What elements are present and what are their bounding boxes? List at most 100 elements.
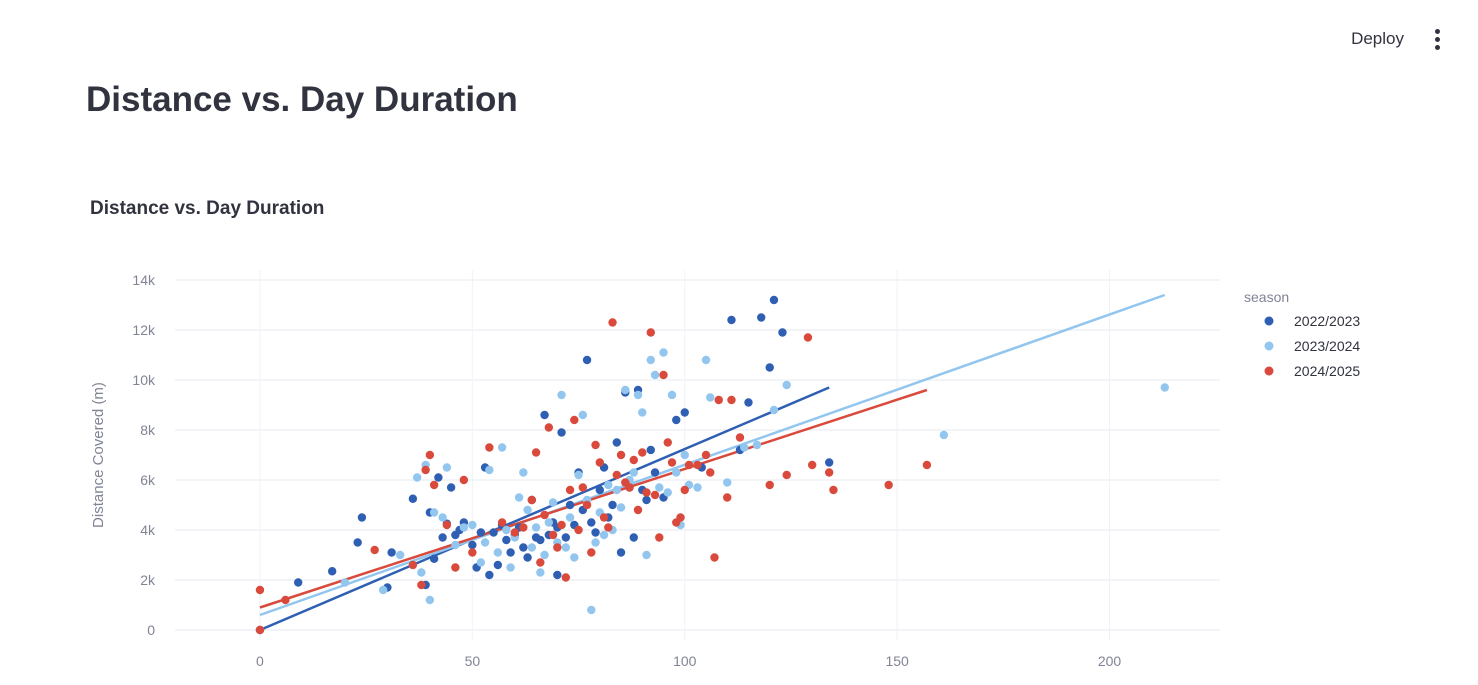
point-2024-2025: [429, 480, 439, 490]
y-tick-label: 4k: [140, 522, 156, 538]
point-2024-2025: [408, 560, 418, 570]
point-2023-2024: [659, 348, 668, 357]
point-2024-2025: [536, 558, 545, 567]
point-2023-2024: [591, 538, 600, 547]
point-2024-2025: [642, 488, 651, 497]
scatter-chart[interactable]: Distance vs. Day Duration 0 2k 4k 6k 8k 10k 12…: [0, 180, 1478, 680]
point-2024-2025: [417, 580, 426, 590]
point-2023-2024: [523, 505, 532, 515]
point-2023-2024: [536, 568, 545, 577]
y-tick-label: 12k: [132, 322, 156, 338]
point-2023-2024: [604, 480, 613, 490]
point-2024-2025: [451, 563, 460, 572]
point-2023-2024: [650, 370, 660, 380]
point-2023-2024: [667, 390, 677, 400]
trendline-2022-2023: [259, 386, 830, 632]
point-2022-2023: [519, 543, 528, 552]
menu-dot: [1434, 44, 1440, 50]
point-2022-2023: [557, 428, 566, 437]
point-2022-2023: [536, 535, 545, 545]
point-2023-2024: [663, 488, 672, 497]
point-2023-2024: [655, 483, 664, 492]
point-2023-2024: [519, 468, 528, 477]
point-2022-2023: [765, 363, 774, 372]
point-2024-2025: [714, 395, 723, 405]
point-2023-2024: [493, 548, 503, 557]
legend-entry: 2024/2025: [1294, 363, 1360, 379]
point-2022-2023: [357, 513, 367, 522]
point-2024-2025: [616, 450, 626, 460]
point-2023-2024: [506, 563, 515, 572]
point-2022-2023: [582, 355, 592, 365]
legend-marker: [1264, 366, 1274, 376]
point-2024-2025: [595, 458, 604, 467]
point-2022-2023: [523, 553, 532, 562]
point-2024-2025: [604, 523, 613, 532]
point-2024-2025: [544, 423, 554, 432]
point-2023-2024: [395, 550, 405, 560]
point-2022-2023: [650, 468, 660, 477]
y-tick-label: 0: [147, 622, 155, 638]
point-2023-2024: [442, 463, 452, 472]
point-2024-2025: [765, 480, 774, 490]
deploy-button[interactable]: Deploy: [1343, 24, 1412, 54]
point-2024-2025: [629, 455, 638, 465]
point-2022-2023: [595, 485, 604, 495]
legend-entry: 2023/2024: [1294, 338, 1360, 354]
point-2024-2025: [531, 448, 541, 457]
point-2022-2023: [769, 295, 779, 305]
menu-dot: [1434, 28, 1440, 34]
point-2023-2024: [612, 485, 621, 495]
point-2022-2023: [757, 313, 766, 322]
point-2023-2024: [527, 543, 537, 552]
point-2022-2023: [485, 570, 494, 580]
point-2023-2024: [557, 390, 566, 400]
point-2023-2024: [599, 530, 609, 540]
point-2022-2023: [434, 473, 443, 482]
point-2022-2023: [778, 328, 787, 337]
point-2024-2025: [701, 450, 711, 460]
point-2022-2023: [468, 540, 477, 550]
point-2022-2023: [327, 567, 337, 576]
point-2023-2024: [480, 538, 490, 547]
point-2022-2023: [642, 495, 651, 505]
point-2024-2025: [782, 470, 791, 480]
point-2022-2023: [680, 408, 689, 417]
point-2024-2025: [659, 370, 668, 380]
point-2023-2024: [540, 550, 549, 560]
point-2023-2024: [565, 513, 575, 522]
point-2024-2025: [574, 525, 583, 535]
point-2023-2024: [723, 478, 732, 487]
point-2023-2024: [638, 408, 647, 417]
point-2024-2025: [459, 475, 469, 485]
point-2022-2023: [540, 410, 549, 420]
point-2023-2024: [574, 470, 583, 480]
point-2022-2023: [591, 528, 600, 537]
point-2024-2025: [723, 493, 732, 502]
point-2023-2024: [548, 498, 558, 507]
point-2022-2023: [629, 533, 638, 542]
point-2023-2024: [502, 525, 511, 535]
point-2022-2023: [587, 518, 596, 527]
point-2024-2025: [650, 490, 660, 500]
point-2023-2024: [769, 405, 779, 415]
point-2024-2025: [684, 460, 694, 470]
point-2022-2023: [565, 500, 575, 510]
point-2024-2025: [255, 625, 265, 635]
point-2024-2025: [553, 543, 562, 552]
y-tick-label: 6k: [140, 472, 156, 488]
point-2023-2024: [514, 493, 524, 502]
more-vertical-icon[interactable]: [1426, 24, 1448, 54]
point-2024-2025: [485, 443, 494, 452]
point-2024-2025: [599, 513, 609, 522]
point-2023-2024: [485, 465, 494, 475]
y-tick-label: 14k: [132, 272, 156, 288]
point-2023-2024: [497, 443, 507, 452]
point-2024-2025: [442, 520, 452, 530]
point-2024-2025: [735, 433, 745, 442]
x-tick-label: 150: [885, 653, 909, 669]
point-2024-2025: [468, 548, 477, 557]
point-2023-2024: [642, 550, 651, 560]
point-2023-2024: [570, 553, 579, 562]
legend-title: season: [1244, 289, 1289, 305]
